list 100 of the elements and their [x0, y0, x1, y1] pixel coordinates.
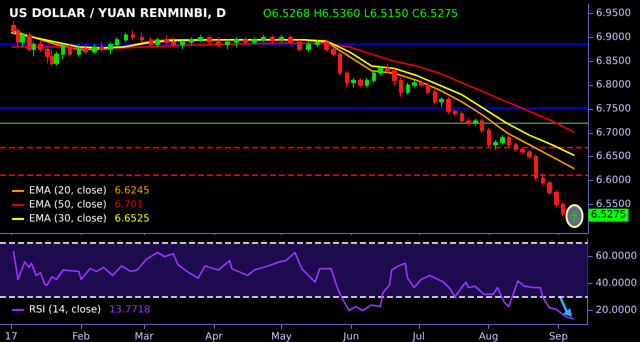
candlestick	[358, 77, 363, 88]
candlestick	[288, 34, 293, 46]
candlestick	[306, 42, 311, 52]
chart-subtitle: O6.5268 H6.5360 L6.5150 C6.5275	[263, 7, 458, 20]
candlestick	[487, 128, 491, 148]
y-tick-label: 6.6500	[596, 151, 631, 162]
candlestick	[520, 146, 525, 155]
x-tick-label: Jun	[342, 332, 360, 342]
y-tick-label: 6.8000	[596, 80, 631, 91]
x-tick-label: Feb	[72, 332, 90, 342]
candlestick	[124, 32, 128, 43]
candlestick	[419, 80, 424, 88]
candlestick	[547, 180, 552, 196]
legend-label: RSI (14, close)	[29, 304, 102, 316]
candlestick	[412, 80, 417, 88]
candlestick	[460, 110, 464, 124]
candlestick	[473, 118, 478, 126]
candlestick	[439, 96, 444, 108]
candlestick	[45, 46, 50, 64]
candlestick	[234, 36, 239, 48]
candlestick	[38, 39, 43, 52]
x-tick-label: May	[271, 332, 292, 342]
candlestick	[243, 36, 248, 46]
candlestick	[399, 77, 403, 98]
candlestick	[270, 34, 275, 46]
candlestick	[54, 51, 59, 67]
candlestick	[406, 82, 410, 96]
candlestick	[216, 36, 221, 48]
candlestick	[345, 70, 349, 88]
candlestick	[279, 34, 284, 43]
candlestick	[207, 34, 212, 46]
candlestick	[315, 39, 320, 48]
chart-title: US DOLLAR / YUAN RENMINBI, D	[9, 6, 226, 20]
candlestick	[252, 36, 257, 46]
candlestick	[171, 36, 176, 48]
candlestick	[466, 118, 471, 126]
candlestick	[189, 36, 194, 46]
candlestick	[514, 142, 518, 152]
candlestick	[92, 44, 97, 55]
x-tick-label: Mar	[134, 332, 154, 342]
candlestick	[261, 34, 266, 43]
legend-label: EMA (50, close)	[29, 200, 107, 210]
candlestick	[572, 210, 577, 222]
candlestick	[108, 42, 113, 55]
candlestick	[385, 63, 390, 74]
y-tick-label: 6.5500	[596, 198, 631, 210]
candlestick	[527, 149, 532, 160]
candlestick	[500, 134, 505, 146]
candlestick	[541, 172, 545, 186]
candlestick	[534, 154, 538, 182]
candlestick	[32, 42, 36, 57]
annotation: 6.6245	[114, 186, 150, 196]
candlestick	[155, 36, 160, 48]
y-tick-label: 60.0000	[596, 251, 638, 262]
candlestick	[225, 39, 230, 50]
y-tick-label: 6.6000	[596, 175, 631, 186]
candlestick	[115, 36, 119, 48]
candlestick	[61, 44, 65, 60]
candlestick	[507, 134, 511, 148]
candlestick	[149, 36, 153, 48]
candlestick	[297, 39, 302, 52]
candlestick	[351, 77, 356, 88]
y-tick-label: 20.0000	[596, 305, 638, 316]
candlestick	[480, 118, 484, 134]
candlestick	[426, 82, 430, 96]
candlestick	[198, 34, 203, 43]
candlestick	[392, 68, 397, 86]
x-tick-label: Jul	[412, 332, 425, 342]
y-tick-label: 6.9000	[596, 32, 631, 43]
x-tick-label: Apr	[205, 332, 224, 342]
candlestick	[561, 201, 565, 217]
legend-label: EMA (20, close)	[29, 186, 107, 196]
candlestick	[433, 89, 437, 105]
candlestick	[331, 46, 336, 57]
candlestick	[378, 66, 383, 76]
y-tick-label: 6.7000	[596, 127, 631, 138]
candlestick	[140, 32, 144, 43]
candlestick	[99, 42, 104, 52]
y-tick-label: 6.9500	[596, 8, 631, 20]
candlestick	[180, 39, 185, 50]
line-series	[12, 250, 575, 320]
candlestick	[68, 44, 72, 57]
candlestick	[131, 30, 135, 40]
x-tick-label: Aug	[478, 332, 498, 342]
x-tick-label: 17	[4, 332, 18, 342]
x-tick-label: Sep	[548, 332, 568, 342]
candlestick	[365, 77, 369, 88]
candlestick	[372, 70, 376, 84]
annotation: 13.7718	[109, 304, 150, 316]
candlestick	[493, 139, 498, 150]
annotation: 6.6525	[114, 214, 150, 224]
y-tick-label: 6.8500	[596, 56, 631, 67]
candlestick	[453, 108, 457, 117]
candlestick	[554, 190, 559, 208]
candlestick	[338, 51, 342, 76]
candlestick	[83, 44, 88, 55]
candlestick	[27, 32, 32, 52]
candlestick	[164, 34, 169, 46]
candlestick	[324, 39, 329, 52]
candlestick	[77, 44, 81, 57]
